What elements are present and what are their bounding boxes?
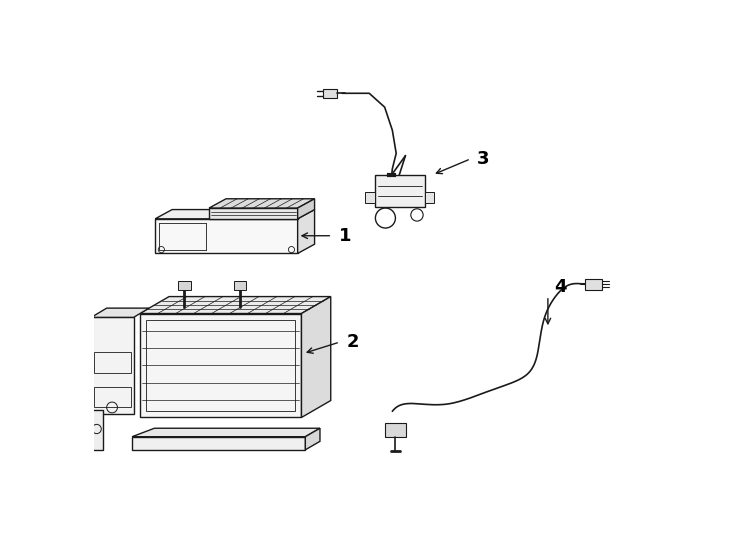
PathPatch shape: [209, 208, 297, 219]
Polygon shape: [233, 281, 246, 289]
PathPatch shape: [155, 219, 297, 253]
PathPatch shape: [305, 428, 320, 450]
PathPatch shape: [139, 296, 331, 314]
PathPatch shape: [585, 279, 602, 289]
Text: 2: 2: [346, 333, 359, 351]
PathPatch shape: [302, 296, 331, 417]
PathPatch shape: [155, 210, 315, 219]
PathPatch shape: [374, 175, 425, 207]
PathPatch shape: [323, 89, 337, 98]
PathPatch shape: [385, 423, 406, 437]
Text: 1: 1: [338, 227, 351, 245]
Polygon shape: [178, 281, 191, 289]
PathPatch shape: [139, 314, 302, 417]
PathPatch shape: [297, 199, 315, 219]
Text: 3: 3: [477, 150, 490, 168]
PathPatch shape: [91, 410, 103, 450]
PathPatch shape: [209, 199, 315, 208]
PathPatch shape: [132, 428, 320, 437]
Text: 4: 4: [554, 278, 567, 295]
PathPatch shape: [91, 318, 134, 414]
PathPatch shape: [297, 210, 315, 253]
PathPatch shape: [425, 192, 434, 204]
PathPatch shape: [132, 437, 305, 450]
PathPatch shape: [366, 192, 374, 204]
PathPatch shape: [91, 308, 149, 318]
